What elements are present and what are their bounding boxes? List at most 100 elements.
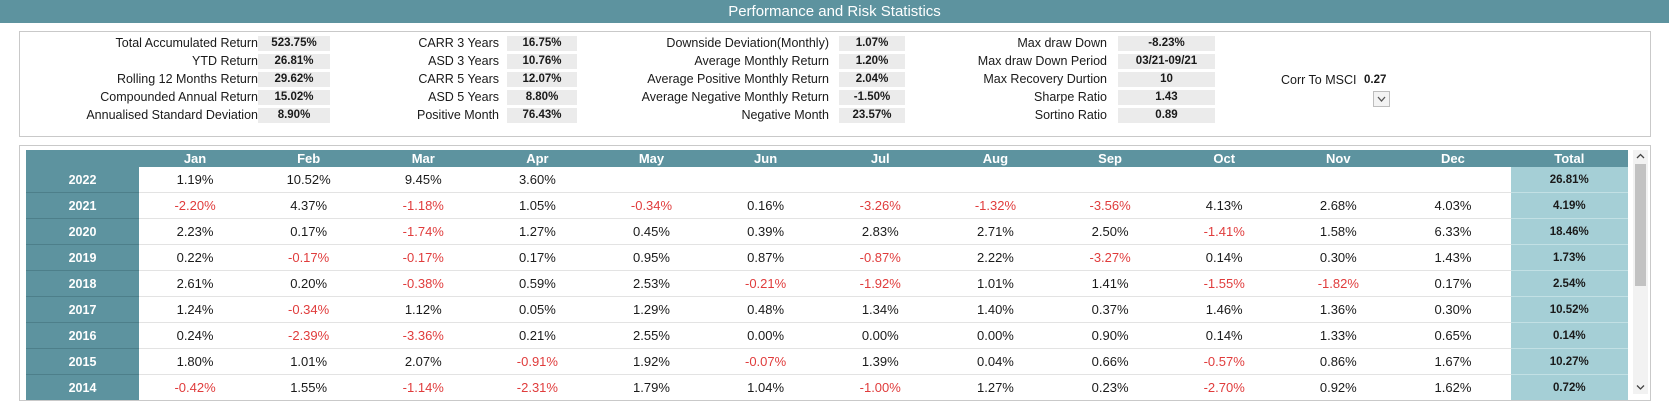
return-cell: 2.83%	[822, 218, 938, 245]
header-nov: Nov	[1281, 150, 1396, 167]
stat-downside-deviation: Downside Deviation(Monthly) 1.07%	[580, 35, 905, 52]
return-cell: 1.01%	[937, 270, 1054, 297]
return-cell: -3.56%	[1053, 192, 1168, 219]
return-cell: 0.95%	[594, 244, 709, 271]
page-title: Performance and Risk Statistics	[0, 0, 1669, 23]
return-cell: 3.60%	[480, 167, 595, 193]
return-cell: 0.23%	[1053, 374, 1168, 400]
return-cell: 1.80%	[139, 348, 252, 375]
return-cell: 0.24%	[139, 322, 252, 349]
return-cell: 1.29%	[594, 296, 709, 323]
return-cell	[1167, 167, 1282, 193]
header-apr: Apr	[480, 150, 595, 167]
return-cell: 0.00%	[937, 322, 1054, 349]
return-cell: -2.31%	[480, 374, 595, 400]
return-cell: 0.39%	[708, 218, 823, 245]
return-cell: 0.21%	[480, 322, 595, 349]
return-cell: -0.34%	[251, 296, 367, 323]
return-cell: 0.17%	[480, 244, 595, 271]
return-cell	[1281, 167, 1396, 193]
return-cell: 0.14%	[1167, 322, 1282, 349]
corr-to-msci-value: 0.27	[1364, 74, 1387, 86]
row-year: 2022	[26, 167, 140, 193]
table-row: 2016 0.24% -2.39% -3.36% 0.21% 2.55% 0.00% 0.00…	[26, 322, 1628, 349]
return-cell: 1.27%	[937, 374, 1054, 400]
row-total: 2.54%	[1510, 270, 1628, 297]
return-cell	[1053, 167, 1168, 193]
return-cell: 1.67%	[1395, 348, 1511, 375]
return-cell: 1.39%	[822, 348, 938, 375]
return-cell: -0.38%	[366, 270, 481, 297]
return-cell: 0.20%	[251, 270, 367, 297]
stat-carr-5-years: CARR 5 Years 12.07%	[340, 71, 577, 88]
return-cell: -3.26%	[822, 192, 938, 219]
row-year: 2018	[26, 270, 140, 297]
stat-max-draw-down-period: Max draw Down Period 03/21-09/21	[910, 53, 1215, 70]
return-cell: 0.59%	[480, 270, 595, 297]
table-row: 2014 -0.42% 1.55% -1.14% -2.31% 1.79% 1.04% -1.…	[26, 374, 1628, 400]
monthly-returns-panel: Jan Feb Mar Apr May Jun Jul Aug Sep Oct Nov Dec Tota…	[19, 145, 1651, 401]
return-cell: 0.92%	[1281, 374, 1396, 400]
return-cell: 2.55%	[594, 322, 709, 349]
stat-negative-month: Negative Month 23.57%	[580, 107, 905, 124]
scroll-thumb[interactable]	[1635, 164, 1646, 286]
return-cell: 1.41%	[1053, 270, 1168, 297]
return-cell: -1.92%	[822, 270, 938, 297]
return-cell: 1.27%	[480, 218, 595, 245]
row-total: 4.19%	[1510, 192, 1628, 219]
table-row: 2015 1.80% 1.01% 2.07% -0.91% 1.92% -0.07% 1.39…	[26, 348, 1628, 375]
corr-to-msci-label: Corr To MSCI	[1281, 73, 1357, 87]
corr-benchmark-dropdown[interactable]	[1373, 91, 1390, 107]
return-cell: 1.24%	[139, 296, 252, 323]
scroll-up-arrow-icon[interactable]	[1633, 150, 1648, 163]
stat-compounded-annual-return: Compounded Annual Return 15.02%	[20, 89, 330, 106]
return-cell	[822, 167, 938, 193]
row-year: 2019	[26, 244, 140, 271]
stat-asd-3-years: ASD 3 Years 10.76%	[340, 53, 577, 70]
return-cell: 0.04%	[937, 348, 1054, 375]
return-cell: -0.91%	[480, 348, 595, 375]
header-total: Total	[1510, 150, 1628, 167]
return-cell: 0.22%	[139, 244, 252, 271]
return-cell: -1.55%	[1167, 270, 1282, 297]
row-total: 10.52%	[1510, 296, 1628, 323]
return-cell: 0.05%	[480, 296, 595, 323]
return-cell: 1.01%	[251, 348, 367, 375]
header-mar: Mar	[366, 150, 481, 167]
return-cell: 2.07%	[366, 348, 481, 375]
return-cell: 2.68%	[1281, 192, 1396, 219]
return-cell: 1.79%	[594, 374, 709, 400]
return-cell: 1.34%	[822, 296, 938, 323]
return-cell: -1.41%	[1167, 218, 1282, 245]
monthly-returns-table: Jan Feb Mar Apr May Jun Jul Aug Sep Oct Nov Dec Tota…	[26, 150, 1628, 400]
return-cell: -1.82%	[1281, 270, 1396, 297]
return-cell: -0.07%	[708, 348, 823, 375]
return-cell: 2.61%	[139, 270, 252, 297]
vertical-scrollbar[interactable]	[1633, 150, 1648, 394]
return-cell: -0.57%	[1167, 348, 1282, 375]
return-cell: 0.66%	[1053, 348, 1168, 375]
chevron-down-icon	[1377, 96, 1386, 102]
header-oct: Oct	[1167, 150, 1282, 167]
table-header-row: Jan Feb Mar Apr May Jun Jul Aug Sep Oct Nov Dec Tota…	[26, 150, 1628, 167]
scroll-down-arrow-icon[interactable]	[1633, 381, 1648, 394]
return-cell: 0.90%	[1053, 322, 1168, 349]
header-sep: Sep	[1053, 150, 1168, 167]
stat-average-monthly-return: Average Monthly Return 1.20%	[580, 53, 905, 70]
row-total: 0.14%	[1510, 322, 1628, 349]
return-cell: 1.33%	[1281, 322, 1396, 349]
row-year: 2020	[26, 218, 140, 245]
row-total: 1.73%	[1510, 244, 1628, 271]
return-cell: 0.87%	[708, 244, 823, 271]
return-cell	[1395, 167, 1511, 193]
stat-rolling-12-months-return: Rolling 12 Months Return 29.62%	[20, 71, 330, 88]
row-year: 2015	[26, 348, 140, 375]
return-cell: 0.16%	[708, 192, 823, 219]
table-row: 2019 0.22% -0.17% -0.17% 0.17% 0.95% 0.87% -0.8…	[26, 244, 1628, 271]
return-cell: -2.20%	[139, 192, 252, 219]
return-cell: 0.00%	[822, 322, 938, 349]
return-cell: -1.74%	[366, 218, 481, 245]
row-year: 2014	[26, 374, 140, 400]
return-cell: -0.17%	[251, 244, 367, 271]
table-body: 2022 1.19% 10.52% 9.45% 3.60% 26.81% 2021 -2.20…	[26, 167, 1628, 400]
